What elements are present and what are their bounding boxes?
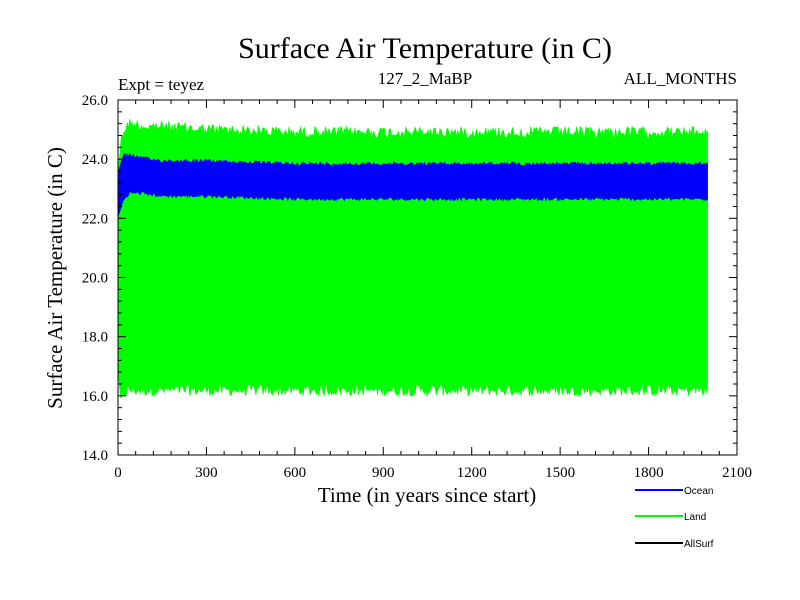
x-tick-label: 300: [195, 465, 218, 481]
y-tick-label: 18.0: [82, 330, 108, 346]
plot-area: [117, 119, 708, 399]
x-tick-label: 1800: [634, 465, 664, 481]
y-tick-label: 24.0: [82, 152, 108, 168]
legend-label-land: Land: [684, 512, 706, 523]
chart-title: Surface Air Temperature (in C): [238, 32, 612, 65]
x-tick-label: 1500: [545, 465, 575, 481]
x-tick-label: 600: [284, 465, 307, 481]
y-axis-label: Surface Air Temperature (in C): [43, 147, 67, 409]
x-tick-label: 1200: [457, 465, 487, 481]
y-tick-label: 22.0: [82, 211, 108, 227]
months-label: ALL_MONTHS: [624, 69, 737, 88]
period-label: 127_2_MaBP: [378, 69, 472, 88]
x-tick-label: 0: [114, 465, 122, 481]
axes: 0 300 600 900 1200 1500 1800 2100 14.0 16.0 18.0 20…: [82, 93, 752, 481]
legend: Ocean Land AllSurf: [635, 486, 714, 550]
y-tick-label: 16.0: [82, 389, 108, 405]
y-tick-label: 14.0: [82, 448, 108, 464]
x-tick-label: 2100: [722, 465, 752, 481]
x-axis-label: Time (in years since start): [318, 483, 537, 507]
legend-label-allsurf: AllSurf: [684, 539, 714, 550]
series-ocean-band: [117, 152, 708, 217]
legend-label-ocean: Ocean: [684, 486, 713, 497]
y-tick-label: 26.0: [82, 93, 108, 109]
x-tick-label: 900: [372, 465, 395, 481]
experiment-label: Expt = teyez: [118, 75, 205, 94]
y-tick-label: 20.0: [82, 271, 108, 287]
